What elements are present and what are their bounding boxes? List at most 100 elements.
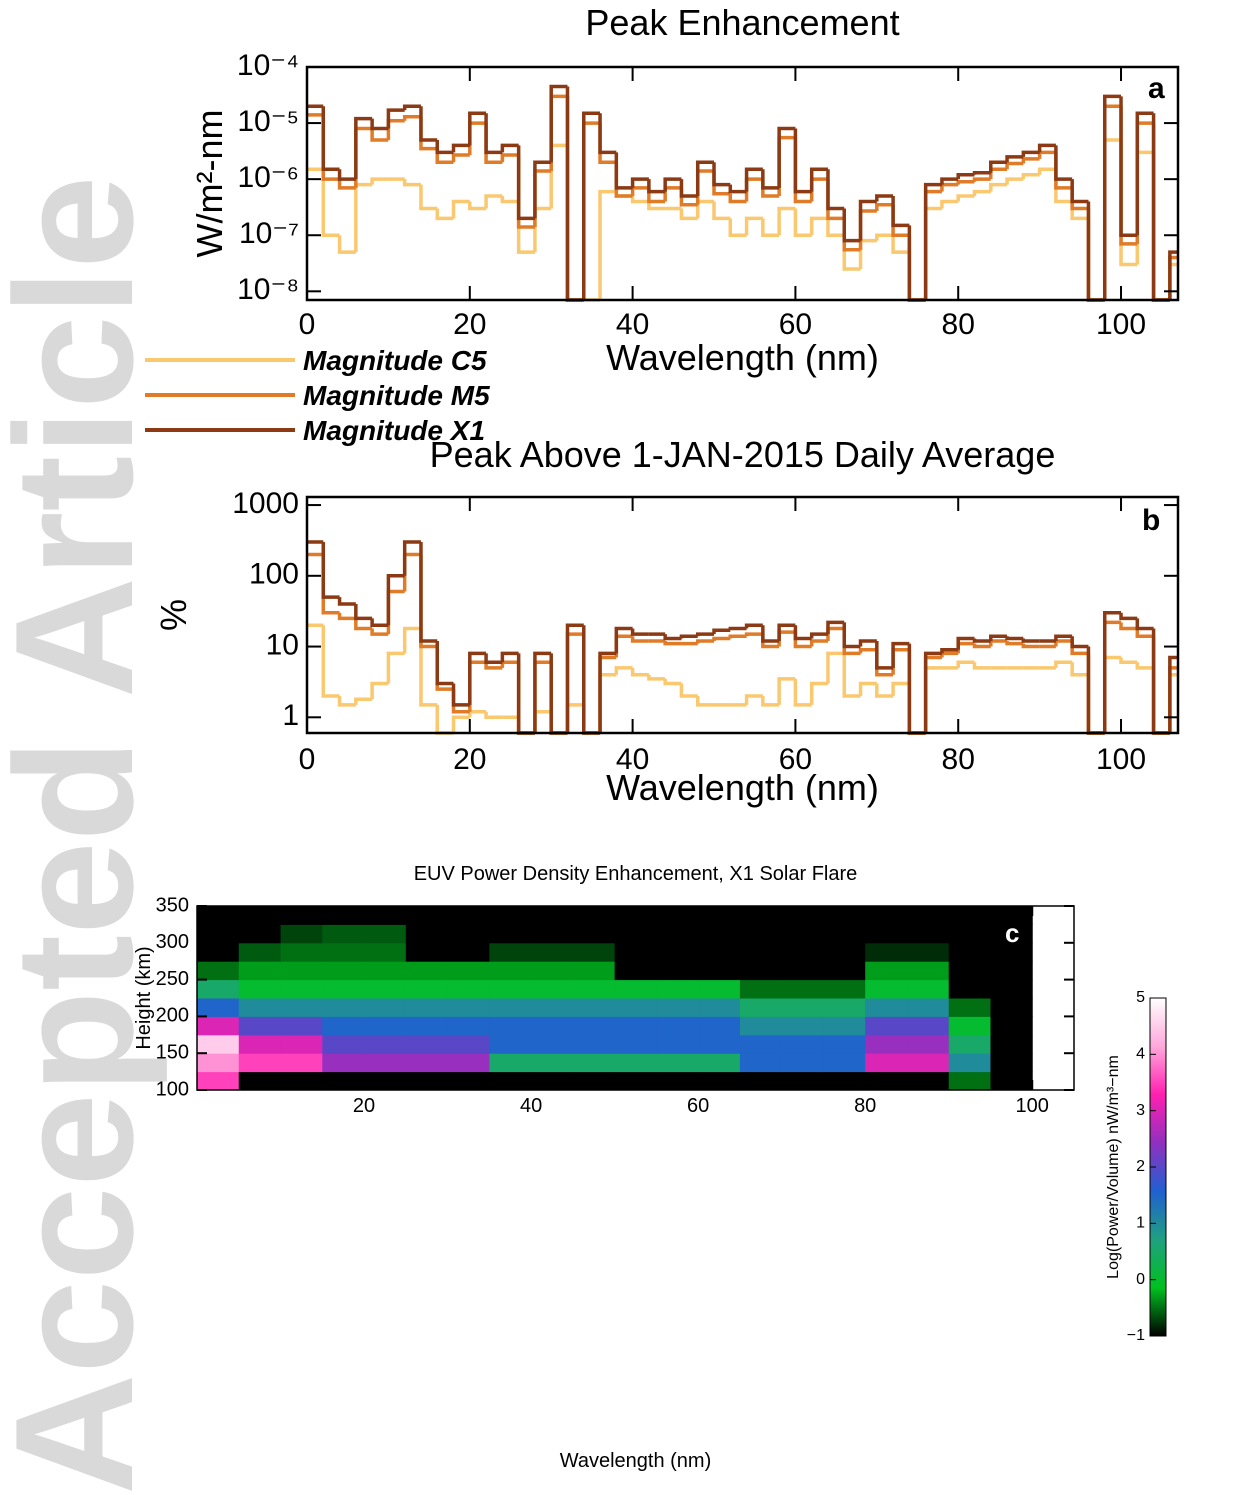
heatmap-cell	[280, 1053, 323, 1073]
step-segment	[370, 628, 389, 636]
step-segment	[891, 641, 910, 668]
y-tick-label: 100	[249, 558, 299, 591]
heatmap-cell	[948, 961, 991, 981]
step-segment	[744, 177, 763, 202]
step-segment	[1054, 634, 1073, 641]
step-segment	[321, 106, 340, 172]
step-segment	[972, 171, 991, 175]
step-segment	[728, 184, 747, 194]
y-tick-label: 100	[156, 1078, 189, 1100]
heatmap-cell	[823, 906, 866, 925]
step-segment	[370, 128, 389, 142]
step-segment	[1037, 150, 1056, 159]
step-segment	[940, 648, 959, 654]
heatmap-cell	[698, 1071, 741, 1091]
heatmap-cell	[990, 979, 1033, 999]
step-segment	[744, 623, 763, 629]
heatmap-cell	[823, 1034, 866, 1054]
step-segment	[451, 153, 470, 163]
heatmap-cell	[447, 1071, 490, 1091]
step-segment	[907, 235, 926, 302]
y-tick-label: 10⁻⁵	[237, 105, 299, 138]
y-tick-label: 10	[266, 628, 299, 661]
step-segment	[826, 169, 845, 211]
step-segment	[761, 696, 780, 707]
heatmap-cell	[739, 1034, 783, 1054]
x-tick-label: 60	[779, 743, 812, 776]
heatmap-cell	[489, 998, 532, 1017]
heatmap-cell	[364, 1034, 407, 1054]
heatmap-cell	[280, 906, 323, 925]
step-segment	[402, 179, 421, 187]
step-segment	[386, 651, 405, 684]
x-tick-label: 60	[687, 1095, 709, 1117]
chart-title: Peak Enhancement	[585, 2, 899, 43]
heatmap-cell	[614, 906, 657, 925]
step-segment	[875, 233, 894, 241]
y-tick-label: 10⁻⁸	[237, 273, 299, 306]
step-segment	[826, 620, 845, 635]
heatmap-cell	[405, 1053, 449, 1073]
step-segment	[435, 208, 454, 221]
step-segment	[549, 653, 568, 735]
step-segment	[1086, 653, 1105, 735]
heatmap-cell	[238, 979, 282, 999]
step-segment	[907, 225, 926, 302]
step-segment	[630, 186, 649, 197]
heatmap-cell	[948, 1071, 991, 1091]
heatmap-cell	[322, 906, 365, 925]
step-segment	[875, 194, 894, 202]
colorbar-tick-label: −1	[1127, 1327, 1145, 1344]
step-segment	[484, 113, 503, 155]
step-segment	[858, 648, 877, 654]
panel-label: c	[1005, 918, 1019, 948]
step-segment	[468, 651, 487, 705]
heatmap-cell	[489, 961, 532, 981]
watermark: Accepted Article	[0, 175, 168, 1495]
step-segment	[826, 179, 845, 221]
heatmap-cell	[865, 906, 908, 925]
heatmap-cell	[698, 1034, 741, 1054]
x-tick-label: 80	[854, 1095, 876, 1117]
step-segment	[744, 694, 763, 705]
step-segment	[598, 113, 617, 155]
step-segment	[598, 123, 617, 165]
heatmap-cell	[531, 1053, 574, 1073]
step-segment	[370, 681, 389, 700]
y-tick-label: 250	[156, 968, 189, 990]
step-segment	[891, 235, 910, 254]
step-segment	[809, 216, 828, 236]
x-tick-label: 80	[942, 308, 975, 341]
heatmap-cell	[572, 1016, 616, 1036]
step-segment	[712, 201, 731, 221]
step-segment	[1005, 177, 1024, 185]
heatmap-cell	[197, 1016, 240, 1036]
step-segment	[679, 634, 698, 639]
colorbar-tick-label: 4	[1136, 1046, 1145, 1063]
heatmap-cell	[572, 998, 616, 1017]
y-tick-label: 300	[156, 931, 189, 953]
step-segment	[614, 162, 633, 198]
heatmap-cell	[364, 961, 407, 981]
heatmap-cell	[280, 1071, 323, 1091]
y-axis-label: Height (km)	[133, 946, 155, 1049]
heatmap-cell	[948, 1053, 991, 1073]
step-segment	[484, 653, 503, 665]
step-segment	[793, 128, 812, 194]
step-segment	[956, 636, 975, 650]
heatmap-cell	[739, 979, 783, 999]
step-segment	[1135, 111, 1154, 236]
step-segment	[989, 182, 1008, 192]
heatmap-cell	[948, 924, 991, 944]
heatmap-cell	[197, 998, 240, 1017]
x-axis-label: Wavelength (nm)	[606, 767, 879, 808]
heatmap-cell	[781, 979, 824, 999]
step-segment	[761, 218, 780, 237]
heatmap-cell	[447, 924, 490, 944]
heatmap-cell	[572, 961, 616, 981]
heatmap-cell	[656, 924, 699, 944]
step-segment	[386, 589, 405, 635]
y-tick-label: 1000	[232, 487, 299, 520]
heatmap-cell	[781, 1016, 824, 1036]
